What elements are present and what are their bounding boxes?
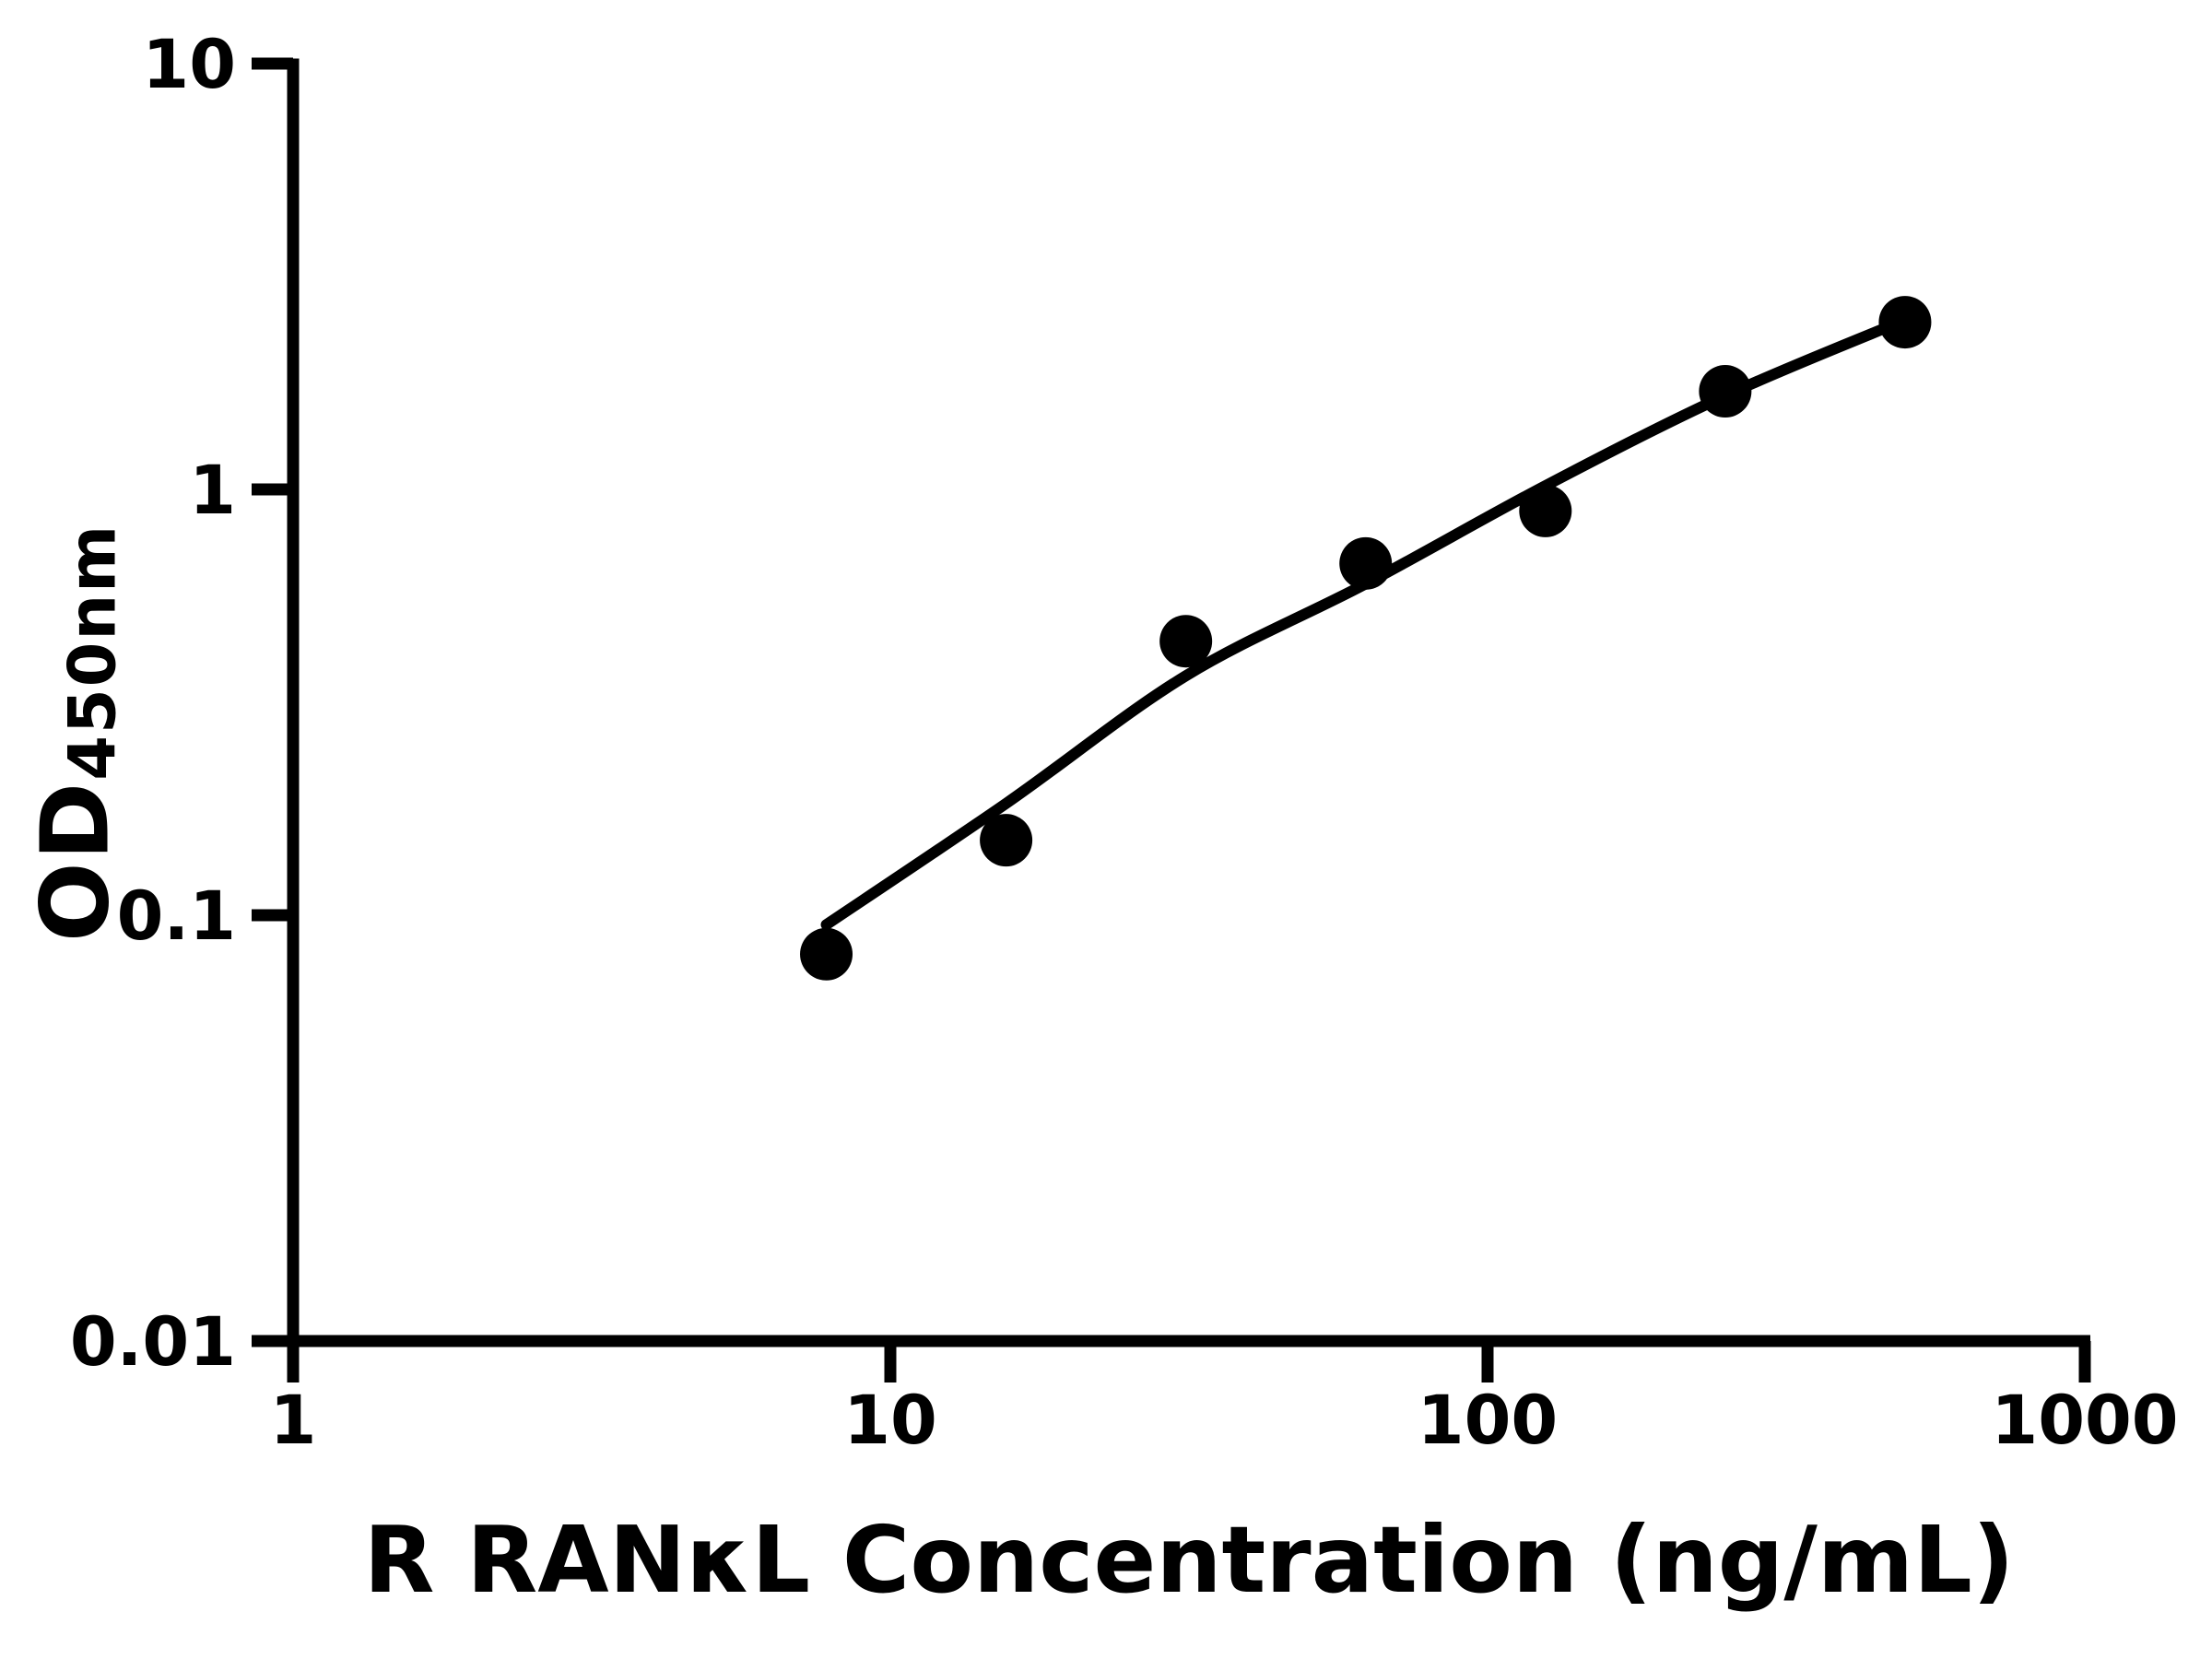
y-tick-label: 0.1 [117, 877, 236, 956]
data-point [800, 927, 853, 981]
tick-group: 1 10 100 1000 10 1 0.1 0.01 [70, 26, 2179, 1460]
x-axis-title: R RANκL Concentration (ng/mL) [363, 1506, 2015, 1614]
data-point [1699, 365, 1752, 418]
data-point [980, 814, 1033, 867]
x-tick-label: 10 [843, 1382, 937, 1460]
x-tick-label: 1000 [1991, 1382, 2178, 1460]
data-point [1159, 615, 1213, 668]
y-tick-label: 0.01 [70, 1303, 236, 1382]
y-axis-title-subscript: 450nm [54, 523, 131, 781]
y-tick-label: 10 [142, 26, 236, 104]
y-tick-label: 1 [189, 452, 236, 530]
data-point [1339, 536, 1393, 590]
x-tick-label: 1 [270, 1382, 317, 1460]
data-points-group [800, 296, 1932, 981]
data-point [1519, 484, 1572, 537]
y-axis-title: OD450nm [20, 524, 130, 942]
y-axis-title-main: OD [20, 780, 131, 943]
data-point [1878, 296, 1932, 349]
x-tick-label: 100 [1418, 1382, 1558, 1460]
axes-group [287, 58, 2090, 1347]
